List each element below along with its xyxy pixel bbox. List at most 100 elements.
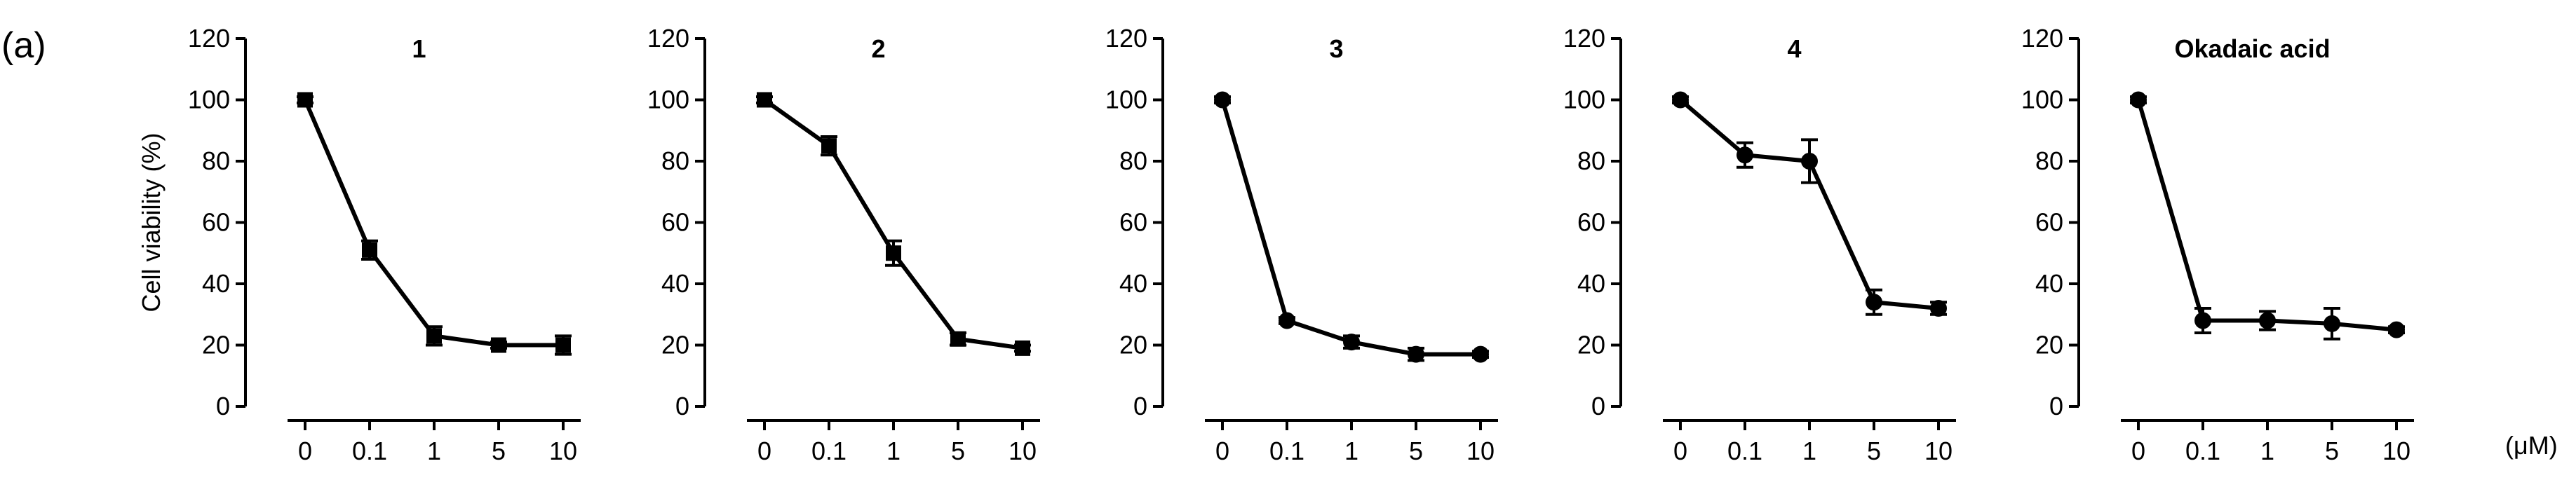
- x-tick-label: 1: [1802, 437, 1816, 465]
- chart-title: Okadaic acid: [2174, 34, 2330, 63]
- series-line: [763, 98, 1023, 350]
- x-tick-label: 5: [492, 437, 506, 465]
- x-tick-label: 5: [1867, 437, 1881, 465]
- y-tick-label: 80: [202, 146, 230, 175]
- y-tick-label: 60: [2035, 208, 2063, 237]
- x-tick-label: 0.1: [1727, 437, 1762, 465]
- data-point: [1866, 294, 1882, 311]
- y-tick-label: 80: [661, 146, 689, 175]
- y-tick-label: 120: [188, 24, 230, 53]
- y-tick-label: 100: [1563, 85, 1605, 114]
- chart-panel-2: 0 20 40 60 80 100 120 0 0.1 1 5 10 2: [647, 24, 1040, 465]
- x-tick-label: 10: [1466, 437, 1495, 465]
- data-point: [2324, 315, 2340, 332]
- y-tick-label: 60: [1577, 208, 1605, 237]
- chart-panel-3: 0 20 40 60 80 100 120 0 0.1 1 5 10 3: [1105, 24, 1498, 465]
- data-point: [886, 245, 901, 261]
- x-tick-label: 10: [549, 437, 577, 465]
- data-point: [821, 138, 837, 154]
- x-tick-label: 5: [2325, 437, 2339, 465]
- y-tick-label: 40: [1577, 269, 1605, 298]
- x-tick-label: 10: [1924, 437, 1953, 465]
- y-tick-label: 60: [661, 208, 689, 237]
- y-tick-label: 0: [675, 392, 689, 420]
- series-line: [2136, 99, 2397, 332]
- chart-title: 4: [1787, 34, 1801, 63]
- y-tick-label: 20: [202, 331, 230, 359]
- x-tick-label: 0.1: [2185, 437, 2220, 465]
- chart-panel-5: 0 20 40 60 80 100 120 0 0.1 1 5 10 Okadaic acid: [2021, 24, 2414, 465]
- x-tick-label: 0.1: [352, 437, 387, 465]
- panel-label: (a): [1, 25, 46, 66]
- y-tick-label: 40: [2035, 269, 2063, 298]
- y-tick-label: 120: [1563, 24, 1605, 53]
- data-point: [2388, 321, 2405, 338]
- data-point: [491, 337, 506, 353]
- series-line: [303, 99, 563, 348]
- data-point: [1343, 334, 1360, 351]
- data-point: [1801, 153, 1818, 170]
- y-tick-label: 20: [2035, 331, 2063, 359]
- x-tick-label: 0: [2131, 437, 2145, 465]
- y-tick-label: 40: [661, 269, 689, 298]
- x-tick-label: 0: [757, 437, 771, 465]
- y-tick-label: 100: [2021, 85, 2063, 114]
- chart-panel-1: 0 20 40 60 80 100 120 0 0.1 1 5 10 1 Cell viability (…: [137, 24, 581, 465]
- y-axis-label: Cell viability (%): [137, 132, 166, 312]
- data-point: [950, 331, 966, 347]
- data-point: [2194, 312, 2211, 329]
- y-tick-label: 40: [1119, 269, 1147, 298]
- x-tick-label: 10: [2382, 437, 2410, 465]
- y-tick-label: 120: [2021, 24, 2063, 53]
- x-tick-label: 0.1: [811, 437, 847, 465]
- data-point: [426, 328, 442, 344]
- y-tick-label: 80: [1577, 146, 1605, 175]
- y-tick-label: 100: [647, 85, 689, 114]
- chart-title: 3: [1329, 34, 1343, 63]
- y-tick-label: 20: [1577, 331, 1605, 359]
- chart-title: 2: [871, 34, 885, 63]
- y-tick-label: 20: [661, 331, 689, 359]
- y-tick-label: 100: [188, 85, 230, 114]
- series-line: [1679, 98, 1939, 310]
- data-point: [1472, 345, 1489, 363]
- x-unit-label: (μM): [2505, 431, 2558, 460]
- y-tick-label: 0: [2049, 392, 2063, 420]
- x-tick-label: 1: [886, 437, 901, 465]
- y-tick-label: 60: [1119, 208, 1147, 237]
- y-tick-label: 120: [1105, 24, 1147, 53]
- x-tick-label: 0: [1215, 437, 1229, 465]
- x-tick-label: 1: [1344, 437, 1358, 465]
- y-tick-label: 100: [1105, 85, 1147, 114]
- y-tick-label: 20: [1119, 331, 1147, 359]
- x-tick-label: 0: [1673, 437, 1687, 465]
- y-tick-label: 60: [202, 208, 230, 237]
- y-tick-label: 80: [1119, 146, 1147, 175]
- x-tick-label: 10: [1009, 437, 1037, 465]
- chart-title: 1: [412, 34, 426, 63]
- x-tick-label: 1: [2260, 437, 2274, 465]
- data-point: [1737, 146, 1753, 164]
- series-line: [1220, 99, 1481, 357]
- x-tick-label: 5: [951, 437, 965, 465]
- data-point: [362, 242, 377, 258]
- data-point: [1672, 91, 1689, 109]
- x-tick-label: 0.1: [1269, 437, 1304, 465]
- data-point: [297, 92, 313, 108]
- chart-panel-4: 0 20 40 60 80 100 120 0 0.1 1 5 10 4: [1563, 24, 1956, 465]
- x-tick-label: 5: [1409, 437, 1423, 465]
- y-tick-label: 0: [1591, 392, 1605, 420]
- y-tick-label: 120: [647, 24, 689, 53]
- data-point: [1279, 312, 1295, 329]
- data-point: [1408, 345, 1424, 363]
- y-tick-label: 80: [2035, 146, 2063, 175]
- data-point: [1214, 91, 1231, 109]
- data-point: [2130, 91, 2147, 109]
- data-point: [1930, 300, 1947, 317]
- data-point: [1015, 340, 1030, 356]
- data-point: [555, 337, 571, 353]
- data-point: [2259, 312, 2276, 329]
- y-tick-label: 0: [216, 392, 230, 420]
